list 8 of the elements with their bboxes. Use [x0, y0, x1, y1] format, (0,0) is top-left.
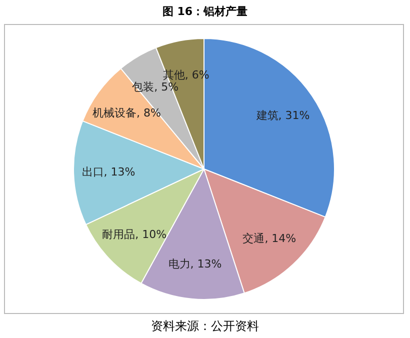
slice-label: 电力, 13%	[168, 258, 222, 271]
slice-label: 建筑, 31%	[255, 108, 310, 122]
slice-label: 耐用品, 10%	[102, 228, 167, 241]
chart-title: 图 16：铝材产量	[161, 4, 249, 19]
text: 资料来源：公开资料	[150, 318, 260, 335]
slice-label: 机械设备, 8%	[92, 106, 161, 120]
slice-label: 交通, 14%	[242, 232, 296, 246]
slice-label: 出口, 13%	[82, 166, 136, 178]
